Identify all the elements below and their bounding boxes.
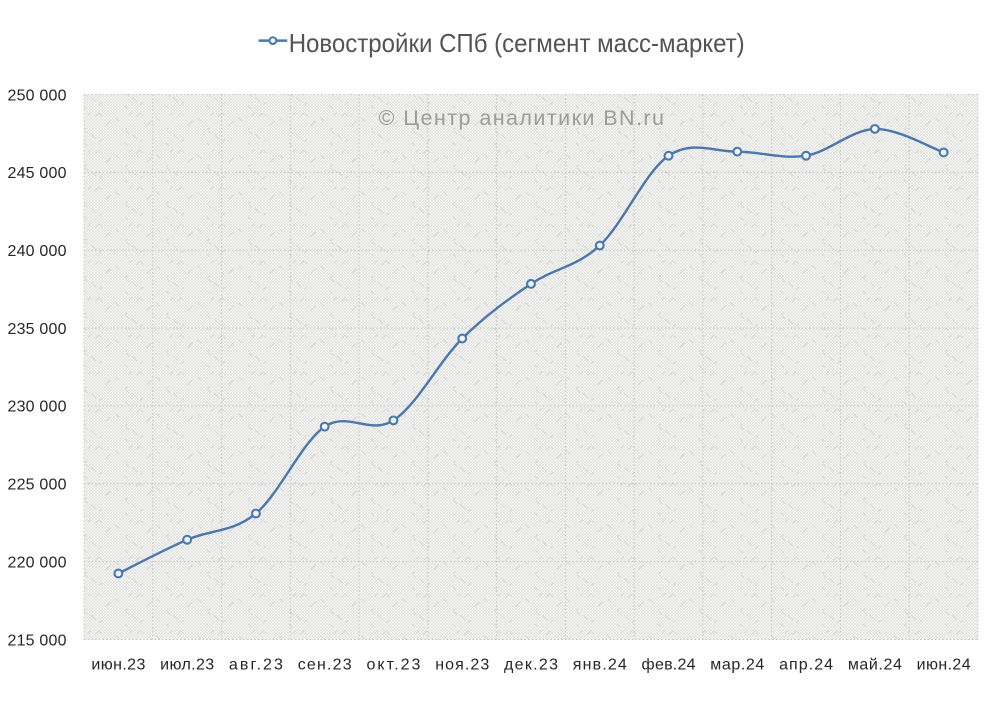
svg-text:250 000: 250 000 [8, 87, 67, 104]
svg-text:ноя.23: ноя.23 [435, 657, 489, 674]
svg-text:225 000: 225 000 [8, 477, 67, 494]
svg-text:июл.23: июл.23 [160, 657, 214, 674]
svg-text:235 000: 235 000 [8, 321, 67, 338]
svg-text:Новостройки СПб (сегмент масс-: Новостройки СПб (сегмент масс-маркет) [289, 28, 745, 58]
svg-text:окт.23: окт.23 [366, 657, 420, 674]
svg-text:янв.24: янв.24 [573, 657, 627, 674]
svg-text:май.24: май.24 [848, 657, 902, 674]
svg-text:апр.24: апр.24 [779, 657, 833, 674]
svg-text:авг.23: авг.23 [229, 657, 283, 674]
svg-text:245 000: 245 000 [8, 165, 67, 182]
svg-text:июн.23: июн.23 [91, 657, 145, 674]
svg-text:© Центр аналитики BN.ru: © Центр аналитики BN.ru [379, 106, 665, 130]
svg-text:220 000: 220 000 [8, 554, 67, 571]
svg-text:июн.24: июн.24 [917, 657, 971, 674]
svg-text:фев.24: фев.24 [642, 657, 696, 674]
svg-text:240 000: 240 000 [8, 243, 67, 260]
svg-text:215 000: 215 000 [8, 632, 67, 649]
svg-text:мар.24: мар.24 [710, 657, 764, 674]
svg-text:дек.23: дек.23 [504, 657, 558, 674]
svg-text:сен.23: сен.23 [298, 657, 352, 674]
svg-text:230 000: 230 000 [8, 399, 67, 416]
